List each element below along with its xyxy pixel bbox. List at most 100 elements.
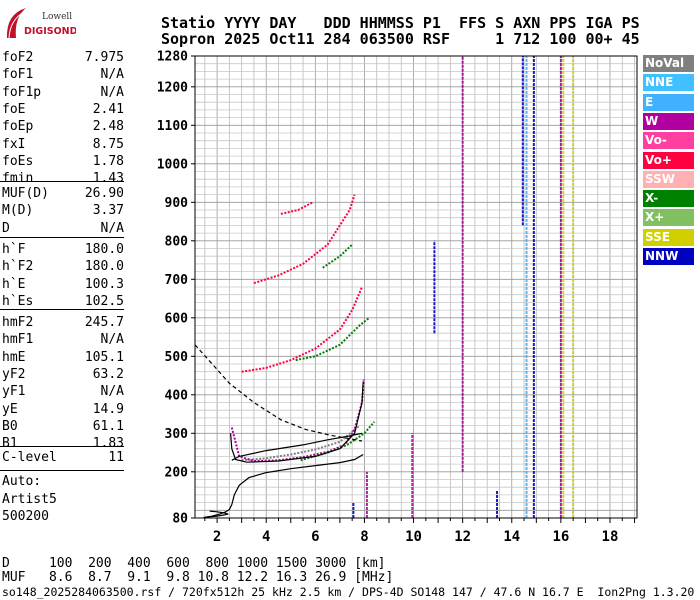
param-name: B1 bbox=[2, 436, 18, 452]
param-row: B1 1.83 bbox=[2, 435, 124, 452]
profile-curve bbox=[230, 381, 364, 463]
legend-item: SSW bbox=[643, 170, 694, 188]
param-name: yF2 bbox=[2, 366, 26, 382]
x-tick-label: 18 bbox=[602, 529, 619, 545]
param-separator bbox=[0, 470, 124, 471]
param-row: foE 2.41 bbox=[2, 101, 124, 118]
param-row: fmin 1.43 bbox=[2, 170, 124, 187]
interference-bands bbox=[352, 56, 575, 518]
param-value: 180.0 bbox=[84, 242, 124, 257]
footer-filename: so148_2025284063500.rsf / 720fx512h 25 k… bbox=[2, 585, 695, 599]
param-name: foEp bbox=[2, 119, 34, 135]
clevel-row: C-level 11 bbox=[2, 449, 124, 466]
param-value: 105.1 bbox=[84, 349, 124, 365]
param-row: yF2 63.2 bbox=[2, 366, 124, 383]
param-value: 2.41 bbox=[92, 101, 124, 117]
x-tick-label: 16 bbox=[552, 529, 569, 545]
param-row: hmF2 245.7 bbox=[2, 314, 124, 331]
param-row: fxI 8.75 bbox=[2, 136, 124, 153]
param-value: 100.3 bbox=[84, 276, 124, 292]
param-name: h`E bbox=[2, 276, 26, 292]
param-row: foEs 1.78 bbox=[2, 153, 124, 170]
param-name: foE bbox=[2, 101, 26, 117]
legend-item: NoVal bbox=[643, 55, 694, 72]
param-name: foF1p bbox=[2, 84, 42, 100]
param-name: B0 bbox=[2, 418, 18, 434]
param-value: 1.78 bbox=[92, 153, 124, 169]
param-value: 102.5 bbox=[84, 293, 124, 309]
param-name: fmin bbox=[2, 171, 34, 187]
legend-item: X- bbox=[643, 190, 694, 208]
logo-line1: Lowell bbox=[42, 12, 72, 22]
y-tick-label: 80 bbox=[172, 512, 188, 527]
legend-item: Vo+ bbox=[643, 151, 694, 169]
legend-item: Vo- bbox=[643, 132, 694, 150]
y-tick-label: 200 bbox=[165, 465, 189, 480]
x-tick-label: 2 bbox=[213, 529, 221, 545]
param-name: h`F bbox=[2, 242, 26, 257]
param-row: yE 14.9 bbox=[2, 401, 124, 418]
y-tick-label: 1100 bbox=[157, 119, 188, 134]
param-name: M(D) bbox=[2, 203, 34, 219]
legend-item: NNE bbox=[643, 74, 694, 92]
footer-muf-row: MUF 8.6 8.7 9.1 9.8 10.8 12.2 16.3 26.9 … bbox=[2, 570, 394, 585]
param-name: h`F2 bbox=[2, 259, 34, 275]
param-row: h`Es 102.5 bbox=[2, 293, 124, 310]
echo-trace bbox=[322, 243, 353, 269]
param-name: D bbox=[2, 220, 10, 236]
legend-item: SSE bbox=[643, 228, 694, 246]
param-value: 2.48 bbox=[92, 119, 124, 135]
param-value: 1.43 bbox=[92, 171, 124, 187]
param-value: 63.2 bbox=[92, 366, 124, 382]
param-row: B0 61.1 bbox=[2, 418, 124, 435]
logo-line2: DIGISONDE bbox=[24, 26, 76, 37]
param-row: hmF1 N/A bbox=[2, 331, 124, 348]
param-value: N/A bbox=[100, 84, 124, 100]
param-separator bbox=[0, 181, 124, 182]
y-tick-label: 1200 bbox=[157, 80, 188, 95]
x-tick-label: 4 bbox=[262, 529, 270, 545]
echo-trace bbox=[241, 286, 363, 373]
chart-grid bbox=[195, 56, 637, 518]
param-name: yF1 bbox=[2, 384, 26, 400]
param-value: 7.975 bbox=[84, 50, 124, 65]
echo-trace bbox=[295, 317, 370, 362]
profile-curves bbox=[194, 344, 364, 519]
param-value: 8.75 bbox=[92, 136, 124, 152]
profile-curve bbox=[231, 432, 363, 461]
y-tick-label: 500 bbox=[165, 350, 189, 365]
legend-item: E bbox=[643, 93, 694, 111]
auto-text: Auto: bbox=[2, 474, 42, 489]
param-name: fxI bbox=[2, 136, 26, 152]
y-tick-label: 300 bbox=[165, 427, 189, 442]
header-line-2: Sopron 2025 Oct11 284 063500 RSF 1 712 1… bbox=[161, 30, 640, 48]
header-line-1: Statio YYYY DAY DDD HHMMSS P1 FFS S AXN … bbox=[161, 14, 640, 32]
param-separator bbox=[0, 446, 124, 447]
param-row: yF1 N/A bbox=[2, 383, 124, 400]
param-value: 3.37 bbox=[92, 203, 124, 219]
param-name: yE bbox=[2, 401, 18, 417]
param-name: hmF1 bbox=[2, 332, 34, 348]
auto-text: 500200 bbox=[2, 509, 49, 524]
y-tick-labels: 80 200 300 400 500 600 700 800 900 1000 1100 1200 12… bbox=[157, 50, 195, 527]
param-row: M(D) 3.37 bbox=[2, 202, 124, 219]
param-value: N/A bbox=[100, 332, 124, 348]
x-tick-label: 6 bbox=[311, 529, 319, 545]
param-name: MUF(D) bbox=[2, 186, 49, 201]
auto-text: Artist5 bbox=[2, 491, 57, 507]
param-separator bbox=[0, 309, 124, 310]
x-tick-label: 8 bbox=[360, 529, 368, 545]
profile-curve bbox=[203, 453, 364, 519]
param-value: 180.0 bbox=[84, 259, 124, 275]
param-name: foF2 bbox=[2, 50, 34, 65]
echo-trace bbox=[280, 201, 314, 215]
digisonde-logo: Lowell DIGISONDE bbox=[6, 8, 76, 39]
param-value: N/A bbox=[100, 220, 124, 236]
param-row: foF1 N/A bbox=[2, 66, 124, 83]
x-tick-label: 14 bbox=[503, 529, 520, 545]
param-row: h`F2 180.0 bbox=[2, 258, 124, 275]
param-separator bbox=[0, 237, 124, 238]
x-tick-labels: 2 4 6 8 10 12 14 16 18 bbox=[204, 518, 636, 545]
y-tick-label: 800 bbox=[165, 234, 189, 249]
